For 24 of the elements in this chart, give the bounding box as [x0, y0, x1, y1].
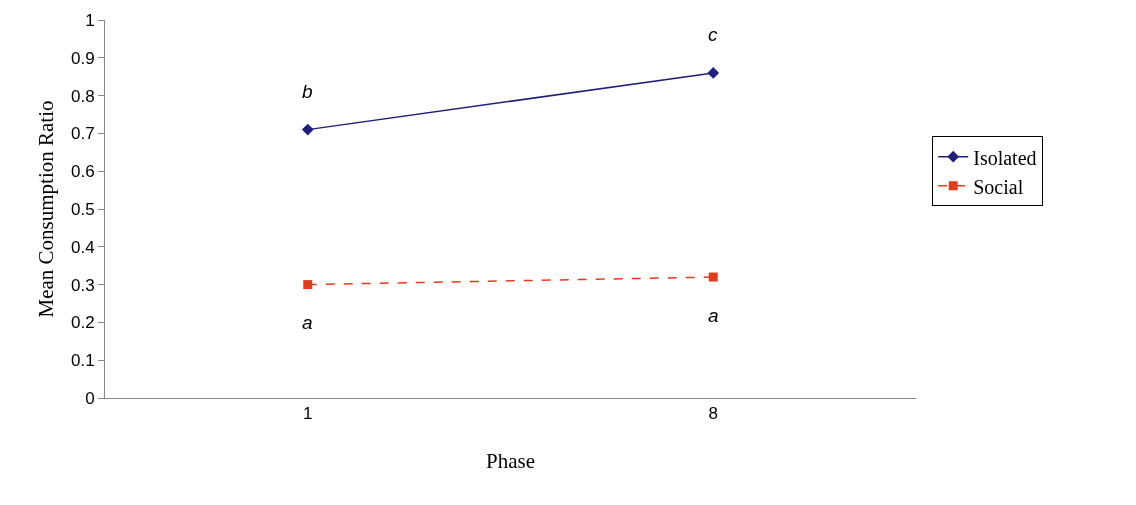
y-tick-label: 0.3 [70, 275, 95, 295]
y-axis-title: Mean Consumption Ratio [34, 100, 58, 318]
x-tick-label: 8 [708, 404, 718, 424]
point [301, 123, 314, 136]
y-tick-label: 0 [85, 388, 95, 408]
y-tick-label: 0.6 [70, 162, 95, 182]
y-tick-label: 0.2 [70, 313, 95, 333]
x-axis-title: Phase [486, 448, 535, 473]
legend-label: Social [973, 175, 1024, 198]
y-tick-label: 0.4 [70, 237, 95, 257]
y-tick-label: 0.5 [70, 199, 95, 219]
point [707, 67, 720, 79]
annotation: a [708, 305, 719, 326]
y-tick-label: 1 [85, 10, 95, 30]
point [303, 280, 313, 290]
annotation: c [708, 24, 718, 45]
annotation: a [302, 312, 313, 333]
y-tick-label: 0.1 [70, 351, 95, 371]
y-tick-label: 0.9 [70, 48, 95, 68]
annotation: b [302, 81, 313, 102]
y-tick-label: 0.8 [70, 86, 95, 106]
legend-label: Isolated [973, 146, 1037, 169]
point [708, 272, 718, 282]
y-tick-label: 0.7 [70, 124, 95, 144]
